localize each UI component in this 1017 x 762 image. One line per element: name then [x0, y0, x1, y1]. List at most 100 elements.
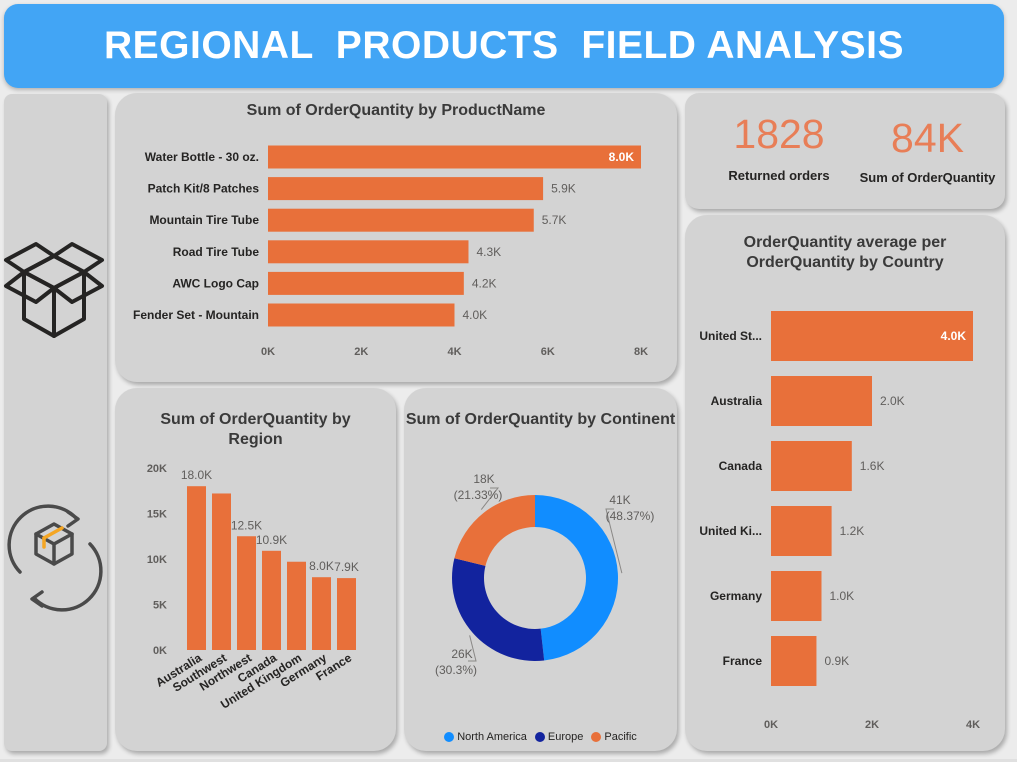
bottom-border	[0, 759, 1017, 762]
x-tick-2k: 2K	[354, 346, 368, 358]
category-label-patch-kit-8-patches: Patch Kit/8 Patches	[148, 182, 260, 196]
legend-dot-north-america	[444, 732, 455, 742]
category-label-mountain-tire-tube: Mountain Tire Tube	[149, 213, 259, 227]
sum-orderquantity-label: Sum of OrderQuantity	[859, 170, 996, 185]
legend-item-europe[interactable]: Europe	[534, 731, 583, 743]
page-header: REGIONAL PRODUCTS FIELD ANALYSIS	[4, 4, 1004, 88]
slice-value-pacific: 18K	[473, 472, 494, 486]
data-label-fender-set-mountain: 4.0K	[463, 308, 488, 322]
returned-orders-value: 1828	[733, 111, 825, 157]
legend-dot-pacific	[591, 732, 602, 742]
slice-percent-north-america: (48.37%)	[606, 509, 655, 523]
bar-northwest[interactable]	[237, 536, 256, 650]
bar-united-ki[interactable]	[771, 506, 832, 556]
x-tick-0k: 0K	[261, 346, 275, 358]
bar-canada[interactable]	[771, 441, 852, 491]
data-label-road-tire-tube: 4.3K	[476, 245, 501, 259]
data-label-northwest: 12.5K	[231, 518, 262, 532]
bar-germany[interactable]	[312, 577, 331, 650]
x-tick-8k: 8K	[634, 346, 648, 358]
category-label-germany: Germany	[710, 589, 762, 603]
category-label-water-bottle-30-oz: Water Bottle - 30 oz.	[145, 150, 259, 164]
bar-road-tire-tube[interactable]	[268, 240, 469, 264]
x-tick-6k: 6K	[541, 346, 555, 358]
bar-awc-logo-cap[interactable]	[268, 271, 464, 295]
slice-percent-europe: (30.3%)	[435, 663, 477, 677]
product-bar-chart: Water Bottle - 30 oz. 8.0K Patch Kit/8 Pat…	[133, 145, 648, 358]
legend-item-pacific[interactable]: Pacific	[591, 731, 637, 743]
x-tick-2k: 2K	[865, 719, 879, 731]
bar-water-bottle-30-oz[interactable]	[268, 145, 641, 169]
bar-patch-kit-8-patches[interactable]	[268, 177, 544, 201]
data-label-patch-kit-8-patches: 5.9K	[551, 182, 576, 196]
product-chart-title: Sum of OrderQuantity by ProductName	[246, 102, 546, 119]
data-label-united-st: 4.0K	[941, 329, 967, 343]
slice-value-europe: 26K	[451, 647, 472, 661]
slice-pacific[interactable]	[454, 495, 535, 566]
region-chart-panel: Sum of OrderQuantity by Region 0K 5K 10K 15…	[115, 388, 396, 751]
country-chart-title: OrderQuantity average per OrderQuantity …	[743, 234, 947, 271]
bar-france[interactable]	[771, 636, 817, 686]
data-label-france: 7.9K	[334, 560, 359, 574]
box-refresh-icon	[7, 504, 103, 612]
legend-label: North America	[457, 731, 527, 743]
category-label-canada: Canada	[719, 459, 763, 473]
bar-fender-set-mountain[interactable]	[268, 303, 455, 327]
category-label-united-ki: United Ki...	[699, 524, 762, 538]
product-chart-panel: Sum of OrderQuantity by ProductName Wate…	[115, 93, 677, 382]
y-tick-10k: 10K	[147, 554, 167, 566]
data-label-canada: 10.9K	[256, 533, 287, 547]
category-label-france: France	[723, 654, 763, 668]
sidebar	[4, 94, 107, 751]
slice-value-north-america: 41K	[609, 493, 630, 507]
category-label-united-st: United St...	[699, 329, 762, 343]
data-label-canada: 1.6K	[860, 459, 885, 473]
x-tick-4k: 4K	[447, 346, 461, 358]
page-title: REGIONAL PRODUCTS FIELD ANALYSIS	[104, 24, 904, 67]
category-label-fender-set-mountain: Fender Set - Mountain	[133, 308, 259, 322]
bar-mountain-tire-tube[interactable]	[268, 208, 534, 232]
y-tick-20k: 20K	[147, 463, 167, 475]
bar-canada[interactable]	[262, 550, 281, 650]
bar-australia[interactable]	[187, 486, 206, 650]
slice-europe[interactable]	[452, 558, 545, 661]
bar-australia[interactable]	[771, 376, 872, 426]
data-label-australia: 18.0K	[181, 468, 212, 482]
leader-line-europe	[468, 635, 477, 662]
legend-dot-europe	[534, 732, 545, 742]
returned-orders-label: Returned orders	[728, 168, 830, 183]
x-tick-4k: 4K	[966, 719, 980, 731]
category-label-australia: Australia	[711, 394, 763, 408]
bar-france[interactable]	[337, 578, 356, 650]
data-label-awc-logo-cap: 4.2K	[472, 276, 497, 290]
y-tick-15k: 15K	[147, 509, 167, 521]
data-label-mountain-tire-tube: 5.7K	[542, 213, 567, 227]
y-tick-5k: 5K	[153, 600, 167, 612]
data-label-france: 0.9K	[824, 654, 849, 668]
slice-percent-pacific: (21.33%)	[454, 488, 503, 502]
country-chart-panel: OrderQuantity average per OrderQuantity …	[685, 215, 1005, 751]
category-label-awc-logo-cap: AWC Logo Cap	[172, 276, 259, 290]
bar-united-st[interactable]	[771, 311, 973, 361]
leader-line-north-america	[605, 508, 623, 574]
legend-item-north-america[interactable]: North America	[444, 731, 527, 743]
data-label-australia: 2.0K	[880, 394, 905, 408]
data-label-water-bottle-30-oz: 8.0K	[609, 150, 635, 164]
leader-line-pacific	[480, 487, 500, 510]
bar-germany[interactable]	[771, 571, 822, 621]
kpi-panel: 1828 Returned orders 84K Sum of OrderQua…	[685, 93, 1005, 209]
box-icon	[4, 242, 104, 338]
slice-north-america[interactable]	[535, 495, 618, 661]
region-chart-title: Sum of OrderQuantity by Region	[160, 411, 351, 448]
continent-legend: North America Europe Pacific	[404, 731, 677, 743]
continent-chart-title: Sum of OrderQuantity by Continent	[405, 411, 676, 428]
data-label-united-ki: 1.2K	[840, 524, 865, 538]
x-tick-0k: 0K	[764, 719, 778, 731]
bar-southwest[interactable]	[212, 493, 231, 650]
data-label-germany: 8.0K	[309, 559, 334, 573]
legend-label: Pacific	[604, 731, 637, 743]
bar-united-kingdom[interactable]	[287, 561, 306, 650]
continent-chart-panel: Sum of OrderQuantity by Continent 41K (48…	[404, 388, 677, 751]
sum-orderquantity-value: 84K	[891, 115, 964, 161]
